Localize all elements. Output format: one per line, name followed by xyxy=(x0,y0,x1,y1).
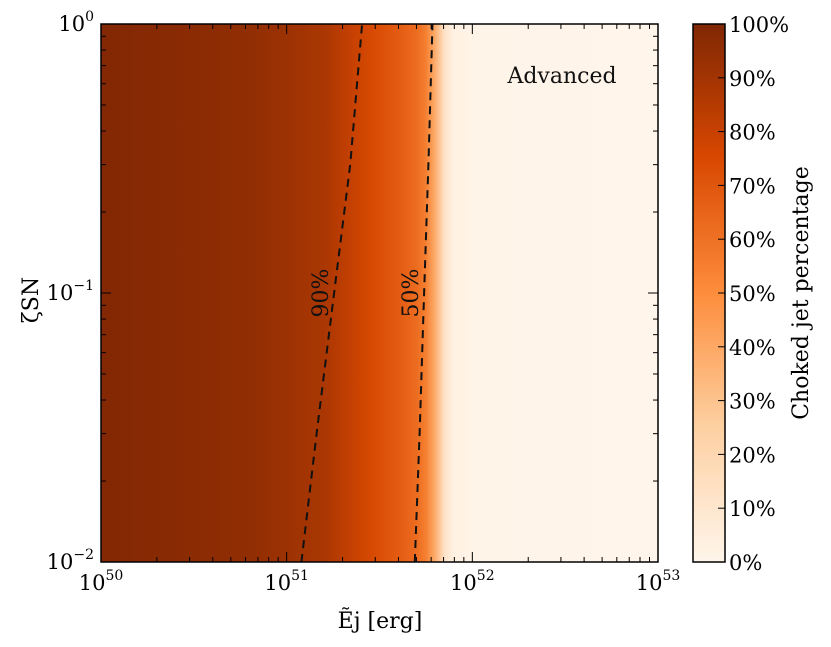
contour-label-0: 90% xyxy=(309,269,334,318)
x-tick-labels: 1050 1051 1052 1053 xyxy=(79,568,681,595)
heatmap-field xyxy=(101,24,658,562)
y-tick-label-0: 10−2 xyxy=(47,547,94,574)
contour-group xyxy=(300,23,434,563)
colorbar-tick-label-3: 30% xyxy=(729,390,776,414)
colorbar-tick-label-8: 80% xyxy=(729,121,776,145)
x-tick-label-1: 1051 xyxy=(264,568,309,595)
colorbar-tick-label-7: 70% xyxy=(729,174,776,198)
y-tick-label-1: 10−1 xyxy=(47,278,94,305)
plot-area: 90% 50% Advanced xyxy=(100,23,659,563)
colorbar-tick-label-6: 60% xyxy=(729,228,776,252)
colorbar-ticks: 0% 10% 20% 30% 40% 50% 60% 70% 80% 90% 100% xyxy=(718,13,789,575)
y-axis-title: ζSN xyxy=(19,277,44,323)
colorbar-tick-label-9: 90% xyxy=(729,67,776,91)
colorbar-tick-label-4: 40% xyxy=(729,336,776,360)
x-axis-title: Ẽj [erg] xyxy=(338,606,423,634)
y-tick-label-2: 100 xyxy=(58,9,94,36)
plot-frame xyxy=(100,23,659,563)
colorbar-tick-label-5: 50% xyxy=(729,282,776,306)
y-tick-labels: 10−2 10−1 100 xyxy=(47,9,94,574)
x-tick-label-3: 1053 xyxy=(636,568,681,595)
x-tick-label-2: 1052 xyxy=(450,568,495,595)
plot-ticks xyxy=(100,23,659,563)
colorbar-tick-label-10: 100% xyxy=(729,13,789,37)
colorbar-title: Choked jet percentage xyxy=(789,166,814,420)
contour-line-0 xyxy=(300,23,364,563)
contour-line-1 xyxy=(413,23,434,563)
colorbar-tick-label-2: 20% xyxy=(729,443,776,467)
colorbar-tick-label-1: 10% xyxy=(729,497,776,521)
colorbar-tick-label-0: 0% xyxy=(729,551,762,575)
contour-label-group: 90% 50% xyxy=(309,269,424,318)
x-tick-label-0: 1050 xyxy=(79,568,124,595)
annotation-advanced: Advanced xyxy=(506,64,616,89)
contour-label-1: 50% xyxy=(399,269,424,318)
colorbar: 0% 10% 20% 30% 40% 50% 60% 70% 80% 90% 100% Choked… xyxy=(692,13,814,575)
